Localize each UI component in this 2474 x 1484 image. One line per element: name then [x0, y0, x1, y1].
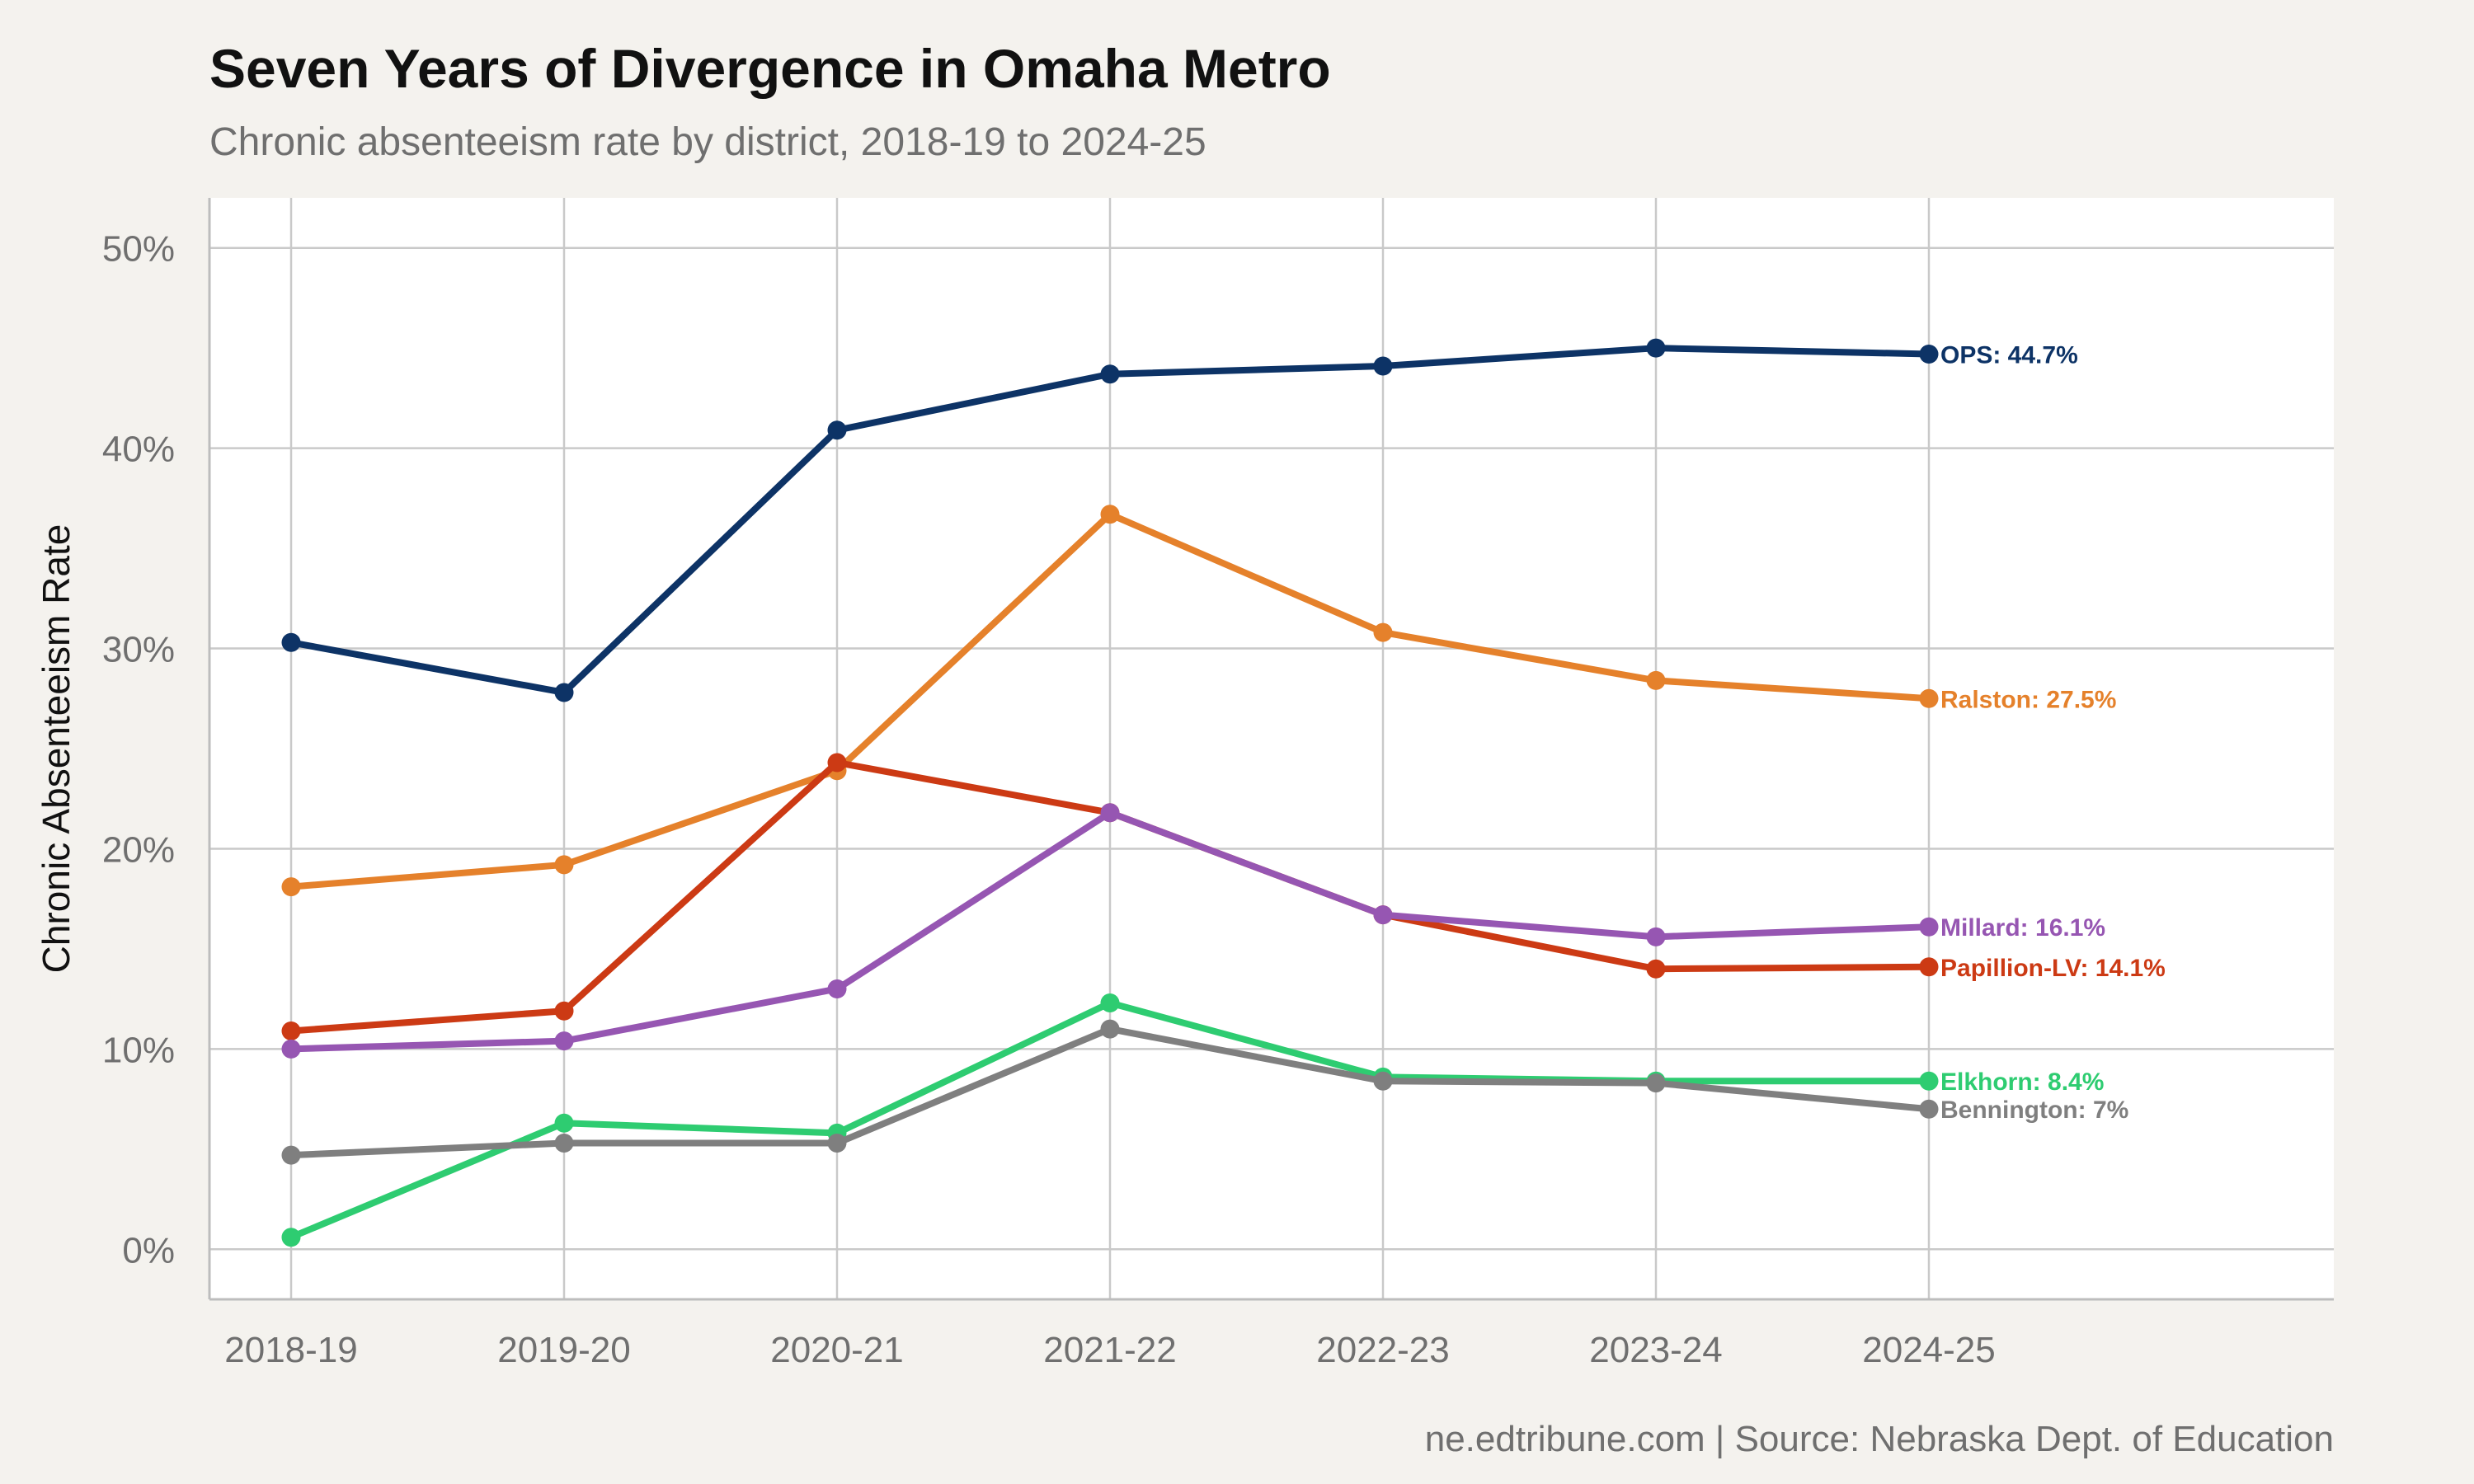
data-point-millard: [281, 1039, 301, 1059]
data-point-millard: [1646, 927, 1666, 946]
end-label-millard: Millard: 16.1%: [1940, 914, 2105, 942]
data-point-ops: [1373, 356, 1393, 376]
data-point-elkhorn: [1919, 1071, 1939, 1091]
data-point-papillion-lv: [1919, 957, 1939, 977]
data-point-ralston: [554, 855, 574, 875]
data-point-ops: [281, 632, 301, 652]
x-tick-label: 2021-22: [1043, 1330, 1176, 1370]
data-point-ops: [827, 420, 847, 440]
data-point-elkhorn: [281, 1228, 301, 1247]
axis-layer: 0% 10% 20% 30% 40% 50% 2018-19 2019-20 2020-21 20…: [102, 229, 1996, 1370]
x-tick-label: 2019-20: [497, 1330, 630, 1370]
x-tick-label: 2018-19: [224, 1330, 357, 1370]
end-label-layer: OPS: 44.7% Ralston: 27.5% Papillion-LV: 14…: [1940, 341, 2166, 1124]
data-point-bennington: [554, 1134, 574, 1153]
chart-title: Seven Years of Divergence in Omaha Metro: [209, 38, 1331, 99]
series-millard: [281, 803, 1939, 1059]
x-tick-label: 2024-25: [1862, 1330, 1995, 1370]
y-axis-label: Chronic Absenteeism Rate: [35, 524, 78, 974]
end-label-ralston: Ralston: 27.5%: [1940, 686, 2116, 713]
data-point-ralston: [1100, 505, 1120, 524]
data-point-ralston: [1373, 622, 1393, 642]
data-point-papillion-lv: [827, 753, 847, 773]
end-label-ops: OPS: 44.7%: [1940, 341, 2078, 369]
end-label-papillion-lv: Papillion-LV: 14.1%: [1940, 955, 2166, 982]
data-point-bennington: [1646, 1073, 1666, 1093]
x-tick-label: 2022-23: [1316, 1330, 1449, 1370]
data-point-bennington: [1373, 1071, 1393, 1091]
chart-subtitle: Chronic absenteeism rate by district, 20…: [209, 120, 1206, 164]
y-tick-label: 10%: [102, 1030, 175, 1070]
y-tick-label: 50%: [102, 229, 175, 270]
data-point-bennington: [281, 1145, 301, 1165]
end-label-elkhorn: Elkhorn: 8.4%: [1940, 1068, 2104, 1096]
data-point-millard: [1373, 905, 1393, 925]
series-bennington: [281, 1019, 1939, 1165]
data-point-bennington: [1919, 1099, 1939, 1119]
data-point-bennington: [1100, 1019, 1120, 1039]
y-tick-label: 0%: [122, 1230, 175, 1270]
data-point-millard: [1919, 917, 1939, 937]
data-point-elkhorn: [1100, 993, 1120, 1012]
data-point-ralston: [281, 877, 301, 897]
data-point-elkhorn: [554, 1113, 574, 1133]
data-point-ops: [1100, 364, 1120, 384]
data-point-ops: [554, 683, 574, 702]
y-tick-label: 30%: [102, 630, 175, 670]
series-layer: [281, 338, 1939, 1247]
end-label-bennington: Bennington: 7%: [1940, 1097, 2128, 1124]
data-point-ralston: [1646, 670, 1666, 690]
x-tick-label: 2023-24: [1589, 1330, 1722, 1370]
data-point-bennington: [827, 1134, 847, 1153]
series-ops: [281, 338, 1939, 702]
data-point-millard: [827, 979, 847, 998]
y-tick-label: 40%: [102, 430, 175, 470]
data-point-millard: [554, 1031, 574, 1051]
data-point-papillion-lv: [554, 1001, 574, 1021]
data-point-papillion-lv: [281, 1021, 301, 1041]
chart-caption: ne.edtribune.com | Source: Nebraska Dept…: [1425, 1419, 2334, 1459]
data-point-ops: [1646, 338, 1666, 358]
data-point-ralston: [1919, 688, 1939, 708]
x-tick-label: 2020-21: [770, 1330, 903, 1370]
y-tick-label: 20%: [102, 829, 175, 870]
data-point-millard: [1100, 803, 1120, 823]
data-point-papillion-lv: [1646, 959, 1666, 979]
data-point-ops: [1919, 344, 1939, 364]
